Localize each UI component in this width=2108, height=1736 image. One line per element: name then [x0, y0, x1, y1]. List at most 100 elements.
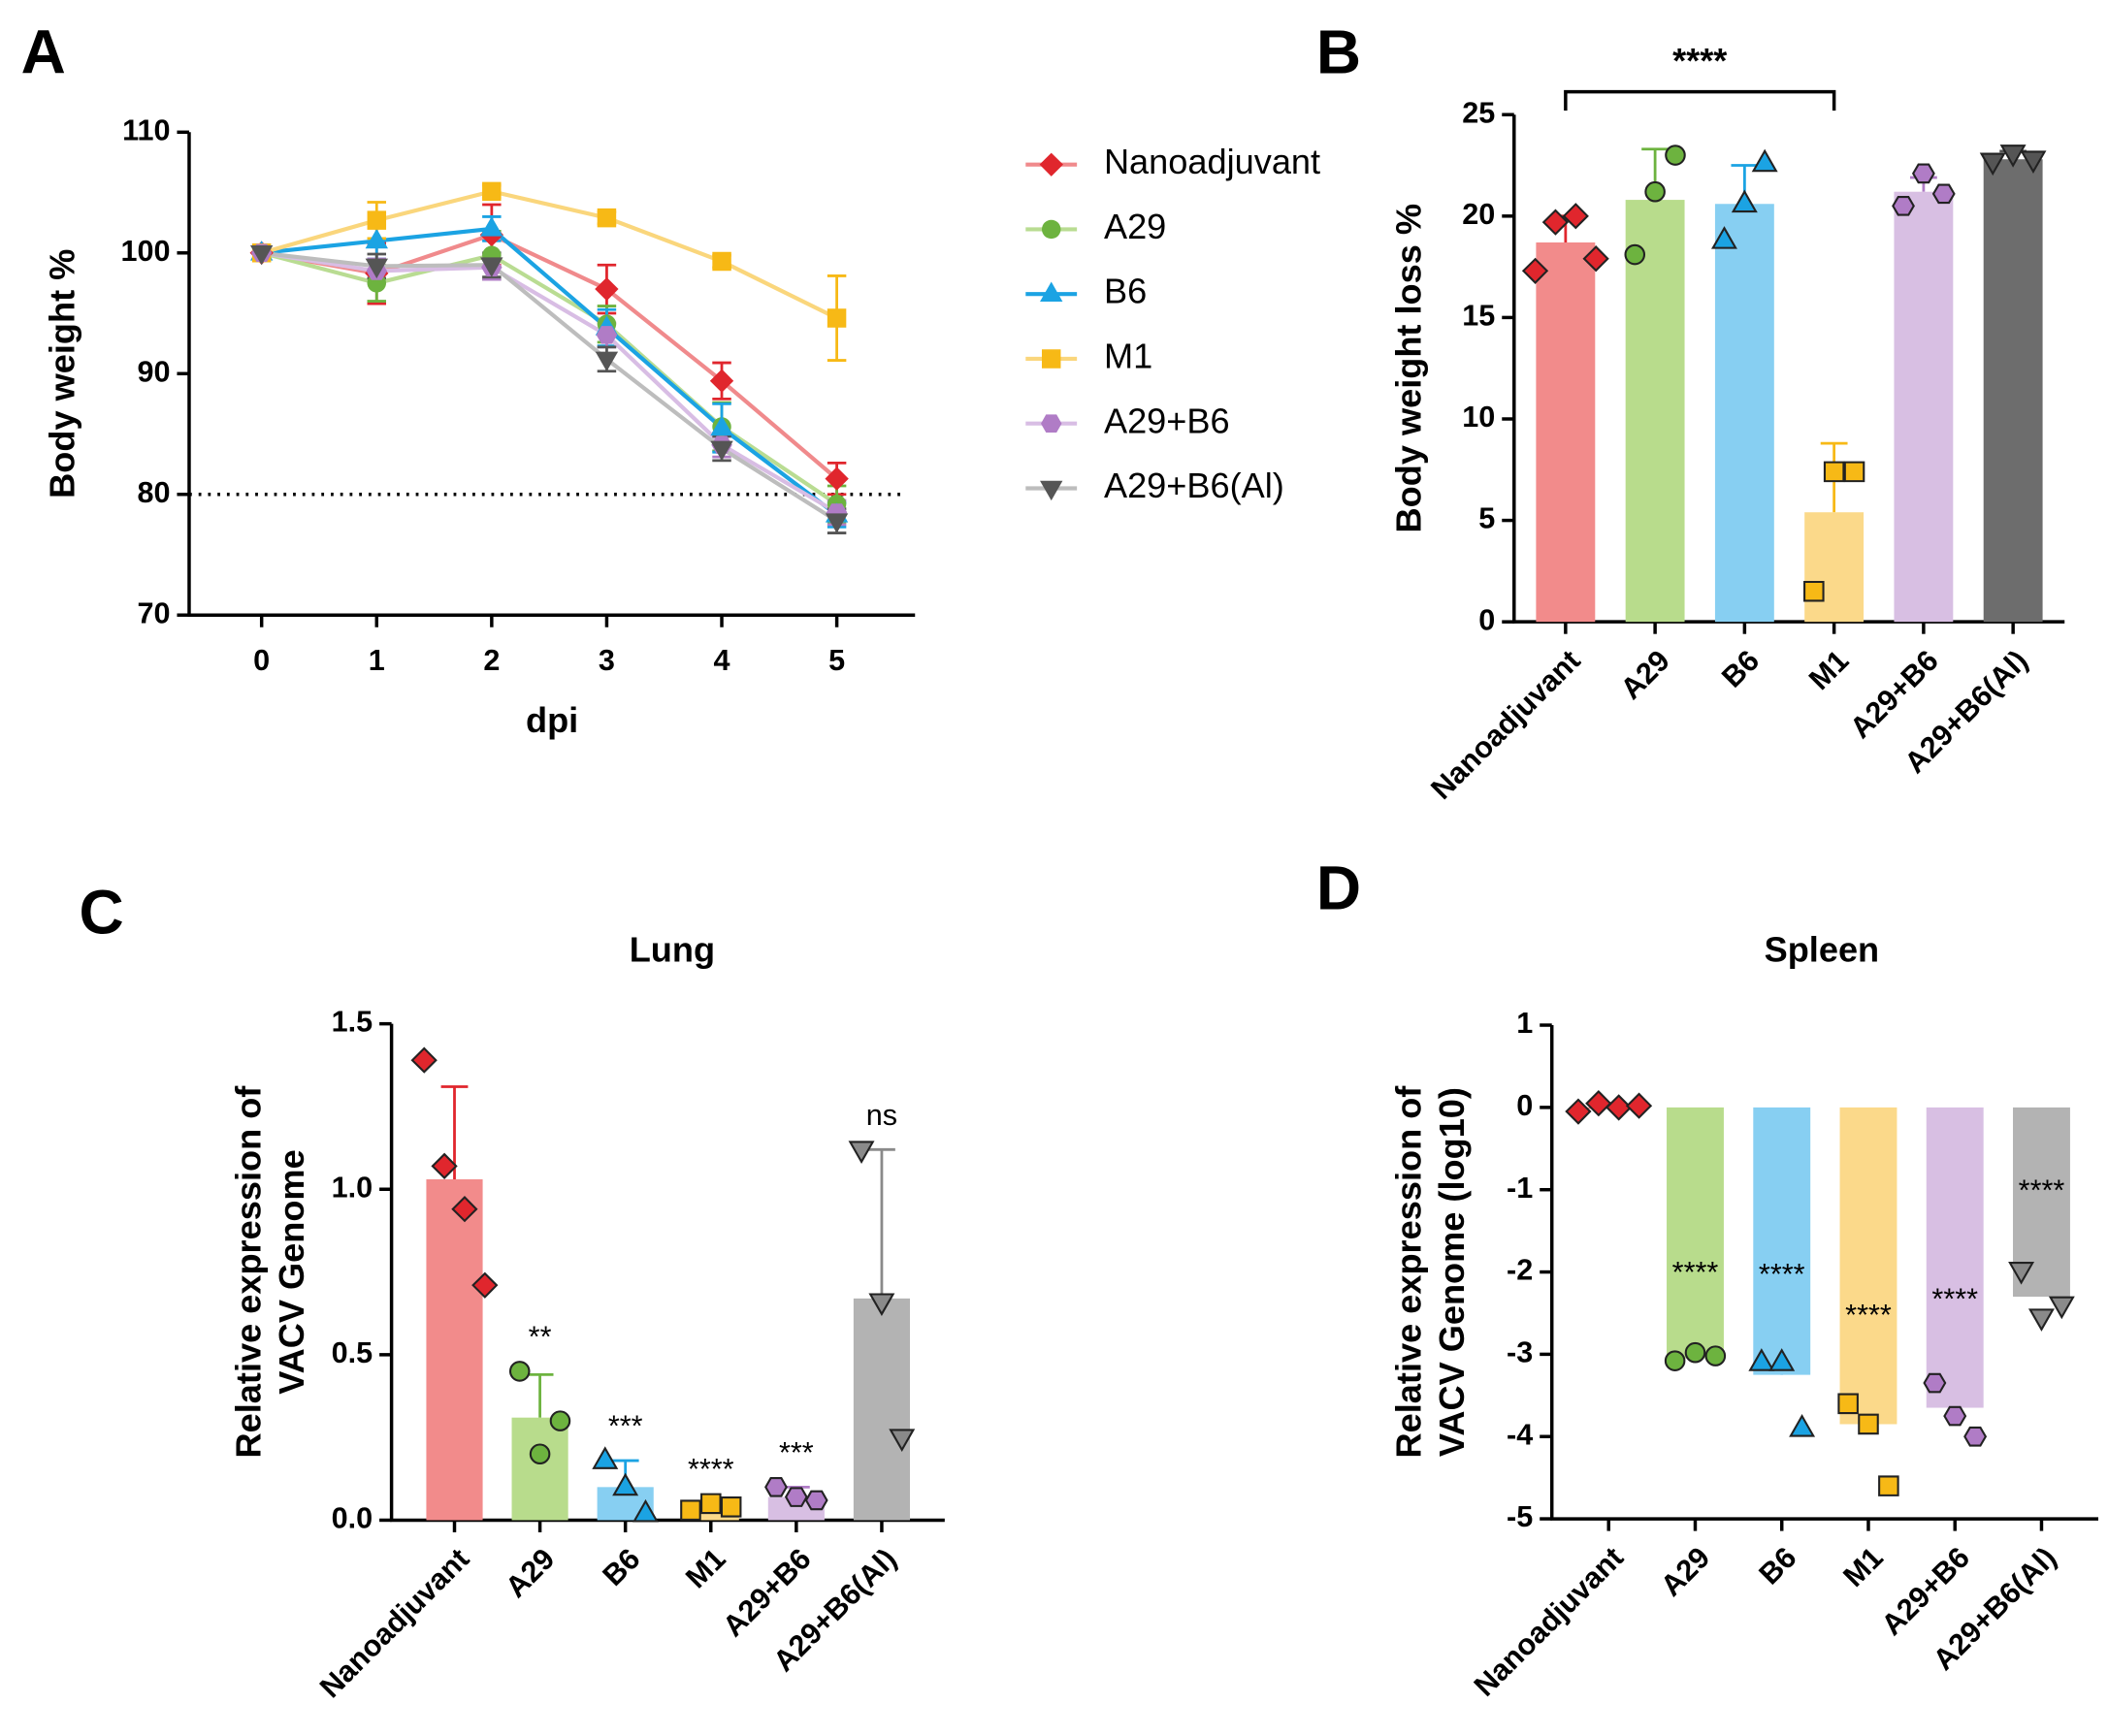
- y-tick-label: 0.5: [332, 1336, 373, 1369]
- x-tick-label: 3: [599, 644, 615, 677]
- data-point: [1789, 1413, 1816, 1437]
- data-point: [1999, 145, 2027, 168]
- y-tick-label: 15: [1462, 299, 1495, 332]
- legend-marker: [1041, 219, 1061, 240]
- y-tick-label: -5: [1507, 1500, 1533, 1533]
- series-marker: [825, 513, 849, 533]
- series-marker: [367, 210, 387, 230]
- y-tick-label: 0: [1516, 1089, 1533, 1122]
- significance-label: ***: [779, 1436, 814, 1469]
- x-tick-label: M1: [1802, 644, 1855, 696]
- data-point: [700, 1493, 722, 1515]
- bar: [426, 1179, 483, 1521]
- legend-label: A29: [1104, 207, 1166, 246]
- data-point: [1565, 1098, 1592, 1125]
- data-point: [1843, 461, 1865, 483]
- series-line: [261, 250, 838, 523]
- panel-letter: A: [21, 16, 66, 86]
- x-tick-label: A29: [500, 1542, 562, 1604]
- panel-letter: D: [1316, 853, 1361, 923]
- x-tick-label: M1: [679, 1542, 731, 1594]
- chart-title: Spleen: [1765, 929, 1880, 969]
- y-tick-label: 25: [1462, 96, 1495, 129]
- data-point: [508, 1361, 531, 1382]
- panel-letter: B: [1316, 16, 1361, 86]
- data-point: [804, 1490, 828, 1511]
- y-tick-label: 0: [1478, 603, 1495, 636]
- bar: [1625, 200, 1685, 623]
- data-point: [1878, 1475, 1899, 1496]
- data-point: [1979, 152, 2006, 177]
- series-line: [261, 189, 838, 320]
- x-tick-label: B6: [1715, 644, 1766, 694]
- y-tick-label: 5: [1478, 502, 1495, 535]
- bar: [511, 1417, 568, 1521]
- series-line: [261, 250, 838, 506]
- data-point: [1858, 1413, 1879, 1435]
- data-point: [784, 1487, 808, 1507]
- data-point: [529, 1443, 551, 1465]
- data-point: [764, 1477, 788, 1497]
- series-marker: [709, 369, 734, 393]
- y-axis-label: Body weight %: [43, 249, 82, 498]
- y-axis-label: Body weight loss %: [1389, 204, 1429, 533]
- data-point: [1710, 226, 1737, 249]
- data-point: [1943, 1405, 1967, 1427]
- significance-label: ***: [608, 1410, 643, 1443]
- bar: [1536, 242, 1596, 623]
- x-tick-label: B6: [1753, 1541, 1803, 1591]
- x-tick-label: 5: [828, 644, 845, 677]
- data-point: [612, 1472, 639, 1496]
- data-point: [2027, 1308, 2055, 1332]
- data-point: [1664, 1350, 1686, 1371]
- series-line: [261, 226, 838, 517]
- data-point: [2020, 150, 2047, 175]
- legend-marker: [1040, 480, 1063, 501]
- data-point: [410, 1046, 438, 1074]
- y-tick-label: -3: [1507, 1335, 1533, 1368]
- bar: [853, 1298, 911, 1521]
- legend-marker: [1041, 414, 1062, 434]
- data-point: [1541, 209, 1570, 236]
- series-marker: [595, 351, 619, 372]
- data-point: [1823, 461, 1845, 483]
- series-line: [261, 250, 838, 515]
- error-bar: [526, 1372, 554, 1418]
- series-marker: [710, 440, 733, 462]
- data-point: [1521, 257, 1549, 284]
- panel-letter: C: [79, 878, 123, 948]
- x-tick-label: 4: [714, 644, 730, 677]
- significance-label: ns: [866, 1099, 897, 1132]
- y-tick-label: 10: [1462, 401, 1495, 434]
- bar: [1667, 1107, 1724, 1359]
- data-point: [1684, 1341, 1706, 1364]
- y-tick-label: 90: [137, 355, 170, 388]
- chart-title: Lung: [630, 929, 715, 969]
- data-point: [1625, 1092, 1653, 1119]
- data-point: [1624, 243, 1646, 266]
- x-tick-label: A29: [1614, 644, 1676, 706]
- data-point: [2008, 1262, 2035, 1285]
- data-point: [632, 1498, 659, 1523]
- x-tick-label: Nanoadjuvant: [1468, 1541, 1630, 1703]
- series-marker: [827, 308, 847, 328]
- y-tick-label: 110: [122, 113, 170, 146]
- data-point: [868, 1293, 895, 1317]
- legend-marker: [1039, 152, 1063, 177]
- x-tick-label: 0: [253, 644, 270, 677]
- series-marker: [595, 276, 619, 302]
- y-axis-label: VACV Genome (log10): [1432, 1087, 1472, 1457]
- data-point: [1892, 196, 1915, 216]
- x-tick-label: M1: [1837, 1541, 1890, 1593]
- y-axis-label: Relative expression of: [229, 1085, 269, 1459]
- bar: [1753, 1107, 1811, 1375]
- series-line: [261, 232, 838, 481]
- legend-label: Nanoadjuvant: [1104, 142, 1320, 181]
- y-tick-label: -4: [1507, 1418, 1533, 1451]
- y-tick-label: 80: [137, 476, 170, 509]
- legend-label: A29+B6: [1104, 401, 1230, 440]
- significance-label: ****: [2019, 1173, 2065, 1206]
- x-tick-label: Nanoadjuvant: [313, 1542, 475, 1704]
